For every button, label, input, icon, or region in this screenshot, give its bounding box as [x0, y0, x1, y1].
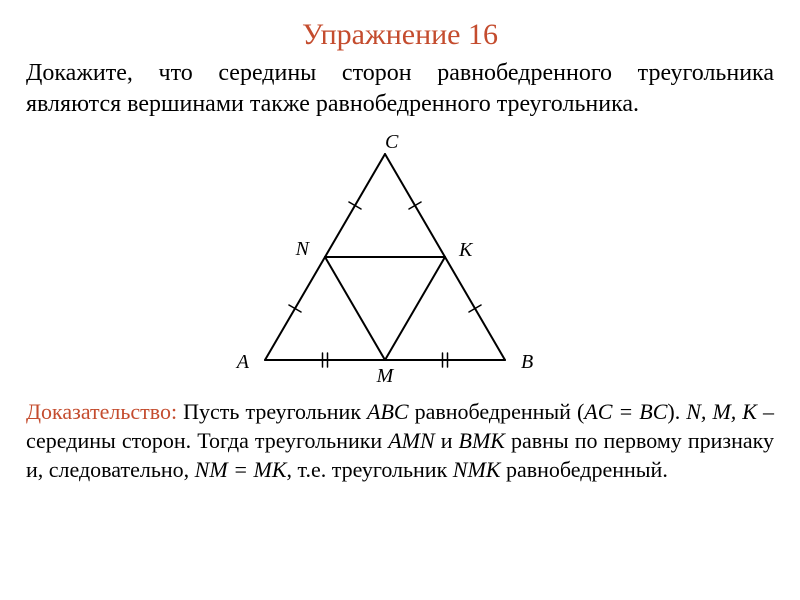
diagram-container: A B C N K M [0, 120, 800, 398]
proof-text-4: ). [667, 399, 686, 424]
proof-text-0: Пусть треугольник [177, 399, 367, 424]
proof-text-5: N, M, K [686, 399, 757, 424]
proof-text-13: NMK [453, 457, 501, 482]
svg-text:M: M [376, 365, 395, 387]
proof-text-12: , т.е. треугольник [287, 457, 453, 482]
proof-text-14: равнобедренный. [500, 457, 667, 482]
svg-text:K: K [458, 239, 474, 261]
triangle-diagram: A B C N K M [235, 130, 565, 390]
proof-label: Доказательство: [26, 399, 177, 424]
svg-text:C: C [385, 131, 399, 153]
svg-text:N: N [295, 238, 311, 260]
proof-text-8: и [435, 428, 459, 453]
proof-text-9: BMK [459, 428, 505, 453]
svg-text:B: B [521, 351, 533, 373]
proof-text-7: AMN [388, 428, 434, 453]
svg-text:A: A [235, 351, 250, 373]
proof-text-2: равнобедренный ( [409, 399, 585, 424]
proof-text-11: NM = MK [195, 457, 287, 482]
problem-statement: Докажите, что середины сторон равнобедре… [0, 58, 800, 120]
exercise-title: Упражнение 16 [0, 0, 800, 58]
proof-paragraph: Доказательство: Пусть треугольник ABC ра… [0, 398, 800, 484]
proof-text-3: AC = BC [584, 399, 667, 424]
proof-text-1: ABC [367, 399, 409, 424]
